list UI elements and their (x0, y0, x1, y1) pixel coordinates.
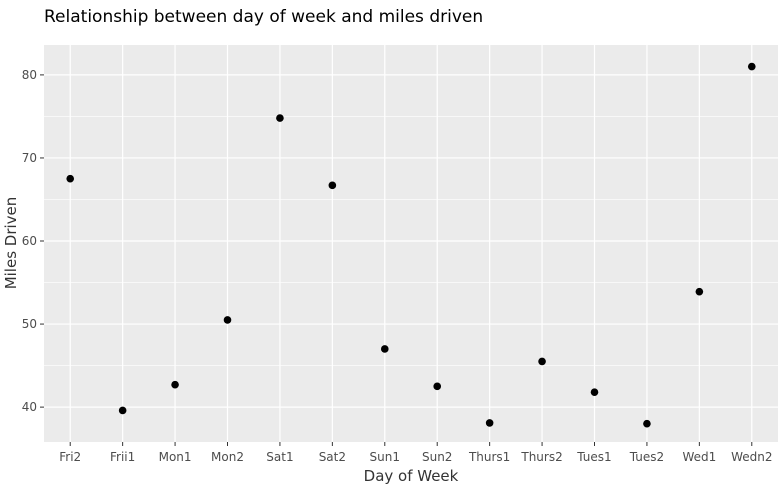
data-point (171, 380, 179, 389)
x-axis-title: Day of Week (364, 467, 459, 484)
plot-panel (44, 45, 778, 442)
data-point (380, 345, 389, 353)
y-axis-ticks: 40 50 60 70 80 (22, 68, 44, 414)
x-tick-label: Sat2 (319, 450, 346, 464)
data-point (328, 181, 337, 190)
data-point (695, 287, 704, 296)
y-tick-label: 40 (22, 400, 37, 414)
x-tick-label: Sun2 (422, 450, 452, 464)
x-tick-label: Wed1 (682, 450, 716, 464)
data-point (538, 357, 546, 366)
data-point (276, 114, 284, 122)
y-axis-title: Miles Driven (2, 197, 20, 290)
x-tick-label: Sat1 (266, 450, 293, 464)
x-axis-ticks: Fri2 Frii1 Mon1 Mon2 Sat1 Sat2 Sun1 Sun2 Thurs1 T… (59, 442, 772, 464)
chart-title: Relationship between day of week and mil… (44, 7, 483, 27)
y-tick-label: 70 (22, 151, 37, 165)
x-tick-label: Tues1 (576, 450, 611, 464)
data-point (643, 419, 651, 428)
x-tick-label: Sun1 (370, 450, 400, 464)
x-tick-label: Wedn2 (731, 450, 772, 464)
x-tick-label: Fri2 (59, 450, 81, 464)
x-tick-label: Tues2 (629, 450, 664, 464)
x-tick-label: Mon1 (159, 450, 192, 464)
x-tick-label: Thurs2 (520, 450, 562, 464)
data-points (66, 62, 756, 428)
x-tick-label: Mon2 (211, 450, 244, 464)
data-point (433, 382, 442, 391)
y-tick-label: 50 (22, 317, 37, 331)
y-tick-label: 80 (22, 68, 37, 82)
data-point (66, 174, 75, 183)
y-tick-label: 60 (22, 234, 37, 248)
x-tick-label: Frii1 (110, 450, 135, 464)
data-point (590, 388, 599, 396)
data-point (118, 406, 127, 415)
data-point (485, 419, 494, 427)
data-point (747, 62, 756, 71)
x-tick-label: Thurs1 (468, 450, 510, 464)
data-point (223, 316, 232, 324)
grid-lines (44, 45, 778, 442)
